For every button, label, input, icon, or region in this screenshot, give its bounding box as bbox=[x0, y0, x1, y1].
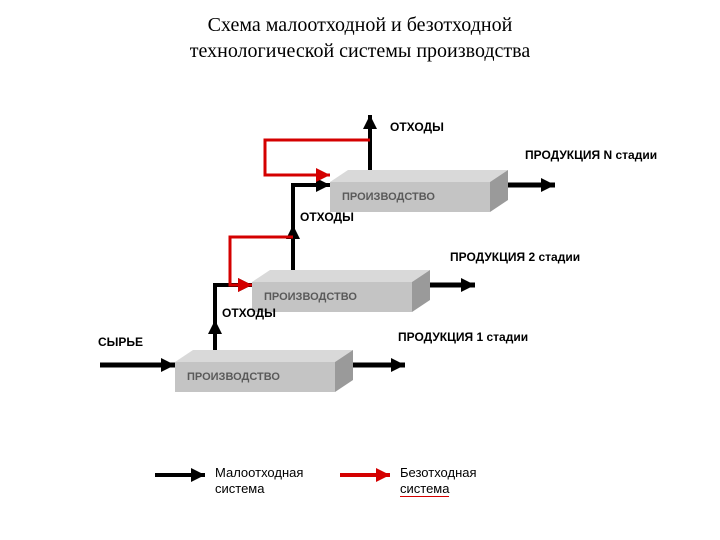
label-waste1: ОТХОДЫ bbox=[222, 306, 276, 320]
label-leg_low: Малоотходная bbox=[215, 465, 303, 480]
process-box-label: ПРОИЗВОДСТВО bbox=[187, 371, 280, 383]
label-prod1: ПРОДУКЦИЯ 1 стадии bbox=[398, 330, 528, 344]
label-leg_no: Безотходная bbox=[400, 465, 477, 480]
label-prod2: ПРОДУКЦИЯ 2 стадии bbox=[450, 250, 580, 264]
process-box-stage1: ПРОИЗВОДСТВО bbox=[175, 350, 353, 392]
process-box-label: ПРОИЗВОДСТВО bbox=[342, 191, 435, 203]
process-box-label: ПРОИЗВОДСТВО bbox=[264, 291, 357, 303]
label-waste2: ОТХОДЫ bbox=[300, 210, 354, 224]
label-raw: СЫРЬЕ bbox=[98, 335, 143, 349]
label-leg_low2: система bbox=[215, 481, 264, 496]
label-leg_no2: система bbox=[400, 481, 449, 497]
arrow-w2_feed bbox=[293, 185, 330, 270]
label-prodN: ПРОДУКЦИЯ N стадии bbox=[525, 148, 657, 162]
diagram-canvas: { "title": { "line1": "Схема малоотходно… bbox=[0, 0, 720, 540]
process-box-stage2: ПРОИЗВОДСТВО bbox=[252, 270, 430, 312]
label-wasteN: ОТХОДЫ bbox=[390, 120, 444, 134]
process-box-stageN: ПРОИЗВОДСТВО bbox=[330, 170, 508, 212]
